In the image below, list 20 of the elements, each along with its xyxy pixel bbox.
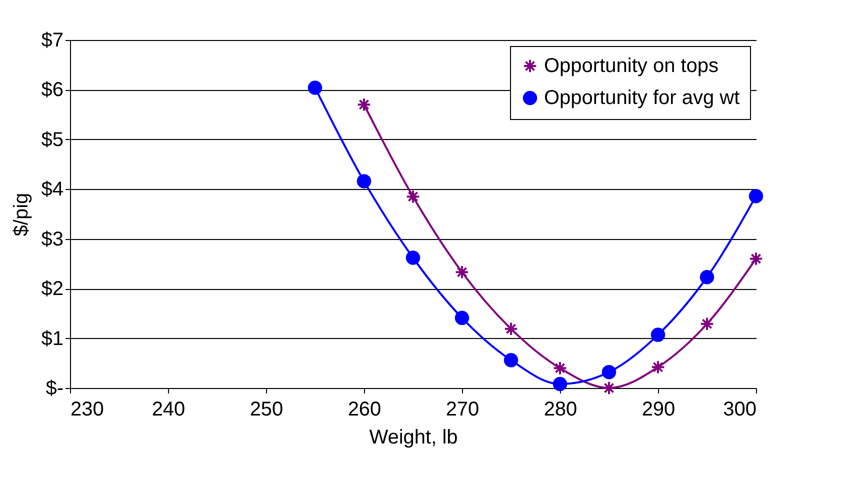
y-tick-label: $1 [41, 328, 64, 350]
x-tick-label: 300 [723, 398, 756, 420]
y-tick-label: $- [46, 378, 64, 400]
y-tick-label: $6 [41, 79, 64, 102]
x-tick-label: 240 [152, 398, 186, 420]
y-tick-label: $5 [41, 128, 64, 151]
x-tick-label: 290 [642, 398, 676, 420]
legend-label: Opportunity for avg wt [544, 87, 740, 109]
y-axis-title: $/pig [10, 192, 32, 236]
y-tick-label: $3 [41, 228, 64, 250]
x-tick-label: 250 [250, 398, 284, 420]
x-tick-label: 270 [446, 398, 480, 420]
x-tick-label: 260 [348, 398, 382, 420]
y-tick-label: $7 [41, 30, 64, 52]
legend-label: Opportunity on tops [544, 55, 719, 77]
y-tick-label: $4 [41, 178, 64, 201]
x-axis-title: Weight, lb [369, 426, 458, 448]
x-tick-label: 230 [70, 398, 104, 420]
y-tick-label: $2 [41, 278, 64, 300]
x-tick-label: 280 [544, 398, 578, 420]
